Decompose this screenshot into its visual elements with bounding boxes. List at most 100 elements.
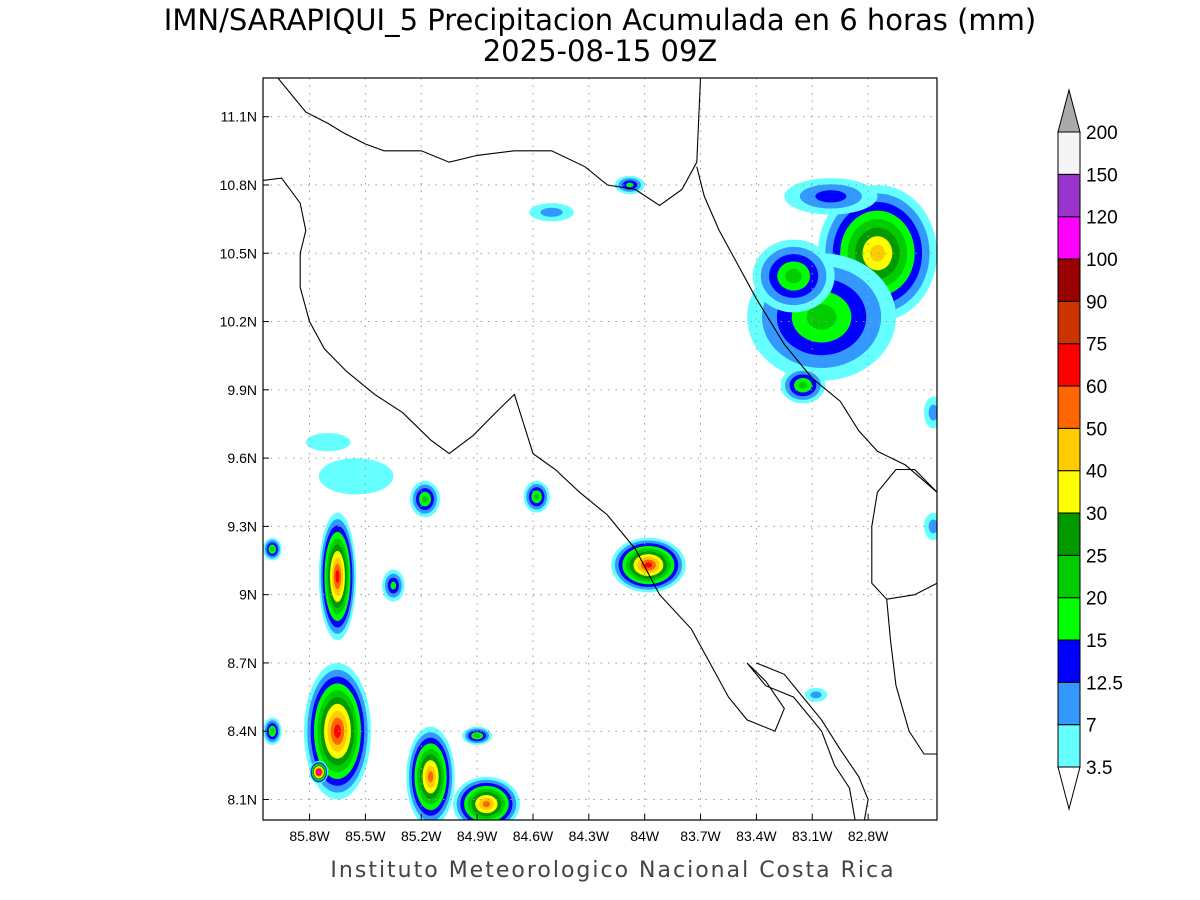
precip-cell bbox=[923, 396, 937, 429]
colorbar-label: 15 bbox=[1086, 631, 1107, 652]
colorbar-box-90 bbox=[1057, 258, 1081, 302]
map-plot-area bbox=[262, 77, 938, 821]
colorbar-under-arrow bbox=[1057, 766, 1081, 811]
colorbar-label: 25 bbox=[1086, 546, 1107, 567]
precip-cell bbox=[614, 175, 645, 195]
colorbar-label: 12.5 bbox=[1086, 673, 1123, 694]
precip-cell bbox=[923, 512, 937, 541]
lon-tick-label: 85.2W bbox=[401, 828, 442, 844]
lon-tick-label: 84.3W bbox=[569, 828, 610, 844]
precip-cell bbox=[780, 367, 826, 404]
lon-tick-label: 83.1W bbox=[792, 828, 833, 844]
precip-contour-3.5 bbox=[305, 433, 351, 452]
precip-contour-3.5 bbox=[318, 458, 394, 495]
colorbar-box-60 bbox=[1057, 343, 1081, 387]
coastline bbox=[263, 177, 856, 820]
colorbar-box-20 bbox=[1057, 554, 1081, 599]
precip-cell bbox=[784, 178, 878, 215]
precip-cell bbox=[305, 433, 351, 452]
precip-cell bbox=[752, 239, 835, 313]
colorbar-box-30 bbox=[1057, 470, 1081, 514]
colorbar-label: 200 bbox=[1086, 123, 1118, 144]
precipitation-field bbox=[263, 175, 937, 820]
coastline bbox=[886, 599, 937, 755]
colorbar-box-25 bbox=[1057, 512, 1081, 556]
colorbar-box-3.5 bbox=[1057, 724, 1081, 768]
precip-cell bbox=[523, 480, 550, 513]
precip-contour-20 bbox=[474, 733, 481, 738]
precip-cell bbox=[382, 569, 405, 602]
coastline bbox=[696, 166, 937, 493]
lat-tick-label: 8.4N bbox=[227, 723, 257, 739]
map-subtitle-datetime: 2025-08-15 09Z bbox=[483, 34, 718, 68]
precipitation-colorbar: 3.5 7 12.5 15 20 25 30 40 50 60 75 90 100 120 150 200 bbox=[1057, 88, 1123, 811]
lat-tick-label: 9.6N bbox=[227, 450, 257, 466]
lat-tick-label: 10.5N bbox=[220, 245, 257, 261]
lon-tick-label: 85.8W bbox=[289, 828, 330, 844]
latitude-axis: 11.1N 10.8N 10.5N 10.2N 9.9N 9.6N 9.3N 9N 8.7N 8.… bbox=[220, 109, 269, 808]
precip-contour-60 bbox=[335, 570, 340, 583]
precip-contour-7 bbox=[810, 691, 822, 699]
precip-cell bbox=[611, 537, 686, 593]
colorbar-label: 40 bbox=[1086, 462, 1107, 483]
precip-cell bbox=[318, 458, 394, 495]
precip-contour-60 bbox=[334, 724, 341, 739]
lon-tick-label: 83.7W bbox=[680, 828, 721, 844]
lon-tick-label: 84W bbox=[630, 828, 660, 844]
lon-tick-label: 84.6W bbox=[513, 828, 554, 844]
map-title: IMN/SARAPIQUI_5 Precipitacion Acumulada … bbox=[164, 3, 1036, 37]
colorbar-box-75 bbox=[1057, 300, 1081, 345]
precip-contour-20 bbox=[270, 546, 275, 552]
colorbar-label: 30 bbox=[1086, 504, 1107, 525]
precip-cell bbox=[263, 537, 282, 561]
lat-tick-label: 11.1N bbox=[221, 109, 257, 125]
colorbar-label: 60 bbox=[1086, 377, 1107, 398]
coastline bbox=[871, 468, 937, 600]
precip-cell bbox=[804, 687, 828, 702]
lat-tick-label: 9N bbox=[239, 587, 257, 603]
colorbar-label: 75 bbox=[1086, 335, 1107, 356]
lon-tick-label: 83.4W bbox=[736, 828, 777, 844]
colorbar-box-100 bbox=[1057, 216, 1081, 260]
precip-contour-40 bbox=[869, 244, 885, 262]
precip-cell bbox=[462, 726, 493, 745]
precip-cell bbox=[263, 717, 282, 745]
precip-cell bbox=[452, 776, 520, 820]
lon-tick-label: 82.8W bbox=[848, 828, 889, 844]
colorbar-over-arrow bbox=[1057, 88, 1081, 133]
precip-cell bbox=[529, 203, 574, 222]
longitude-axis: 85.8W 85.5W 85.2W 84.9W 84.6W 84.3W 84W 83.7W 83… bbox=[289, 814, 889, 844]
lat-tick-label: 9.9N bbox=[227, 382, 257, 398]
precip-cell bbox=[406, 726, 455, 820]
coastline bbox=[277, 78, 702, 207]
precip-contour-20 bbox=[806, 304, 837, 330]
colorbar-label: 150 bbox=[1086, 165, 1118, 186]
precip-cell bbox=[309, 760, 329, 784]
precip-contour-15 bbox=[626, 182, 634, 188]
precip-contour-7 bbox=[928, 519, 937, 534]
coastline bbox=[756, 662, 869, 820]
colorbar-box-12.5 bbox=[1057, 639, 1081, 683]
colorbar-label: 90 bbox=[1086, 292, 1107, 313]
colorbar-label: 120 bbox=[1086, 208, 1118, 229]
precip-contour-20 bbox=[798, 381, 808, 389]
colorbar-box-7 bbox=[1057, 681, 1081, 726]
precip-contour-100 bbox=[316, 770, 321, 775]
colorbar-box-120 bbox=[1057, 173, 1081, 218]
lat-tick-label: 8.1N bbox=[227, 792, 257, 808]
precip-contour-7 bbox=[928, 404, 937, 421]
precip-contour-7 bbox=[540, 207, 563, 217]
lon-tick-label: 84.9W bbox=[457, 828, 498, 844]
precip-cell bbox=[318, 512, 357, 641]
colorbar-label: 3.5 bbox=[1086, 758, 1112, 779]
colorbar-box-15 bbox=[1057, 597, 1081, 641]
precip-contour-60 bbox=[644, 562, 653, 568]
colorbar-label: 50 bbox=[1086, 419, 1107, 440]
precip-cell bbox=[410, 480, 440, 518]
lon-tick-label: 85.5W bbox=[345, 828, 386, 844]
colorbar-box-50 bbox=[1057, 385, 1081, 429]
precip-contour-15 bbox=[390, 581, 397, 590]
map-frame bbox=[262, 77, 938, 821]
colorbar-box-150 bbox=[1057, 131, 1081, 175]
